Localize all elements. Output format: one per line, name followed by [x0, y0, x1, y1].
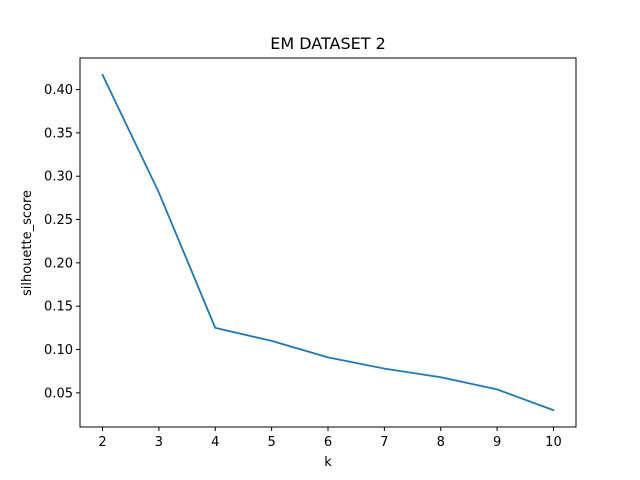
y-tick-label: 0.35 [44, 126, 73, 141]
x-tick-label: 2 [98, 435, 106, 450]
x-tick-label: 8 [437, 435, 445, 450]
x-axis-label: k [324, 455, 332, 470]
x-tick-label: 5 [267, 435, 275, 450]
x-tick-label: 3 [155, 435, 163, 450]
y-tick-label: 0.30 [44, 170, 73, 185]
y-tick-label: 0.20 [44, 256, 73, 271]
x-tick-label: 10 [545, 435, 562, 450]
y-tick-label: 0.25 [44, 213, 73, 228]
x-tick-label: 9 [493, 435, 501, 450]
y-tick-label: 0.10 [44, 343, 73, 358]
x-axis: 2 3 4 5 6 7 8 9 10 [98, 427, 562, 450]
chart-title: EM DATASET 2 [270, 34, 386, 53]
y-tick-label: 0.05 [44, 386, 73, 401]
series-group [101, 73, 555, 412]
x-tick-label: 6 [324, 435, 332, 450]
y-tick-label: 0.40 [44, 83, 73, 98]
x-tick-label: 4 [211, 435, 219, 450]
x-tick-label: 7 [380, 435, 388, 450]
y-axis: 0.05 0.10 0.15 0.20 0.25 0.30 0.35 0.40 [44, 83, 80, 401]
y-tick-label: 0.15 [44, 300, 73, 315]
y-axis-label: silhouette_score [20, 190, 35, 296]
